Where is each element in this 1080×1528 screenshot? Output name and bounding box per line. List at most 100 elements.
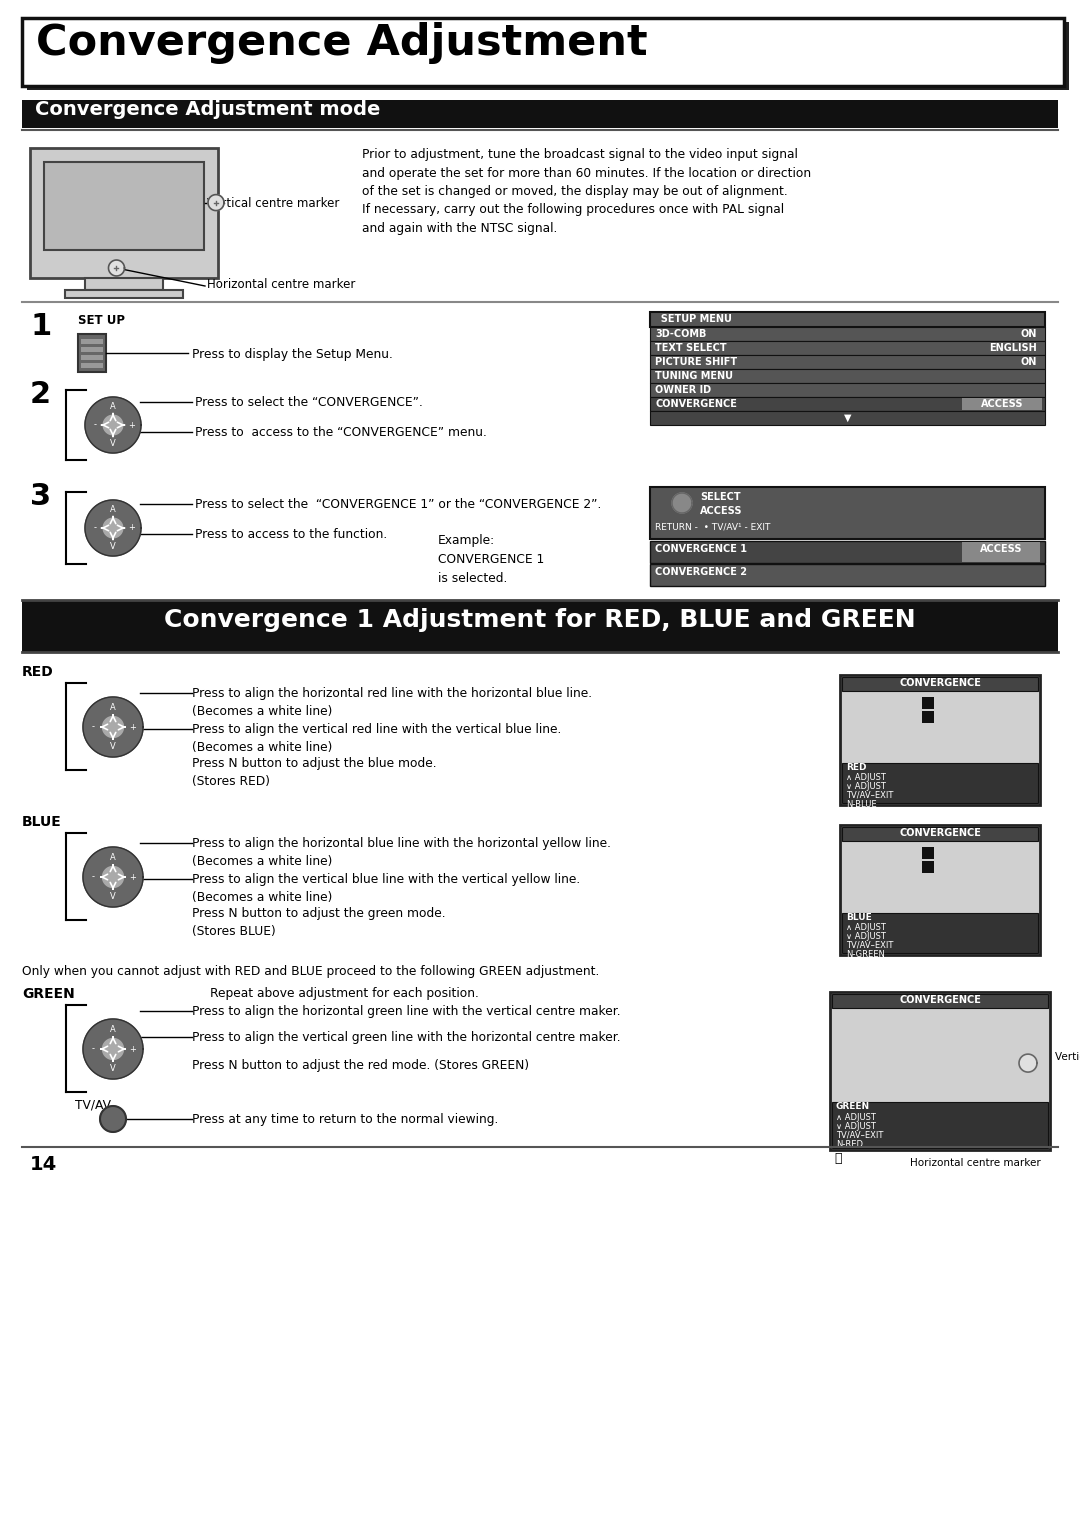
Text: GREEN: GREEN (836, 1102, 870, 1111)
Text: RED: RED (22, 665, 54, 678)
Text: ▼: ▼ (843, 413, 851, 423)
Text: A: A (110, 1025, 116, 1034)
Text: ∨ ADJUST: ∨ ADJUST (846, 932, 886, 941)
Text: Horizontal centre marker: Horizontal centre marker (910, 1158, 1041, 1167)
Text: ∧ ADJUST: ∧ ADJUST (836, 1112, 876, 1122)
Polygon shape (85, 500, 141, 556)
Bar (27, 21, 1069, 90)
Bar (22, 18, 1064, 86)
Text: Press to align the horizontal green line with the vertical centre maker.: Press to align the horizontal green line… (192, 1005, 621, 1018)
Text: Horizontal centre marker: Horizontal centre marker (207, 278, 355, 290)
Text: Press to  access to the “CONVERGENCE” menu.: Press to access to the “CONVERGENCE” men… (195, 426, 487, 439)
Bar (81, 339, 103, 344)
Text: ∧ ADJUST: ∧ ADJUST (846, 923, 886, 932)
Text: +: + (127, 420, 135, 429)
Text: Press to access to the function.: Press to access to the function. (195, 529, 388, 541)
Polygon shape (672, 494, 692, 513)
Polygon shape (103, 1039, 123, 1059)
Text: N-GREEN: N-GREEN (846, 950, 885, 960)
Text: Press to select the  “CONVERGENCE 1” or the “CONVERGENCE 2”.: Press to select the “CONVERGENCE 1” or t… (195, 498, 602, 510)
Bar (840, 675, 1040, 805)
Text: -: - (92, 1045, 95, 1053)
Text: CONVERGENCE: CONVERGENCE (654, 399, 737, 410)
Bar (922, 697, 934, 709)
Bar (962, 397, 1042, 410)
Bar (650, 327, 1045, 341)
Text: TV/AV–EXIT: TV/AV–EXIT (846, 792, 893, 801)
Polygon shape (108, 260, 124, 277)
Text: Press to align the vertical red line with the vertical blue line.
(Becomes a whi: Press to align the vertical red line wit… (192, 723, 562, 753)
Text: ⓘ: ⓘ (834, 1152, 841, 1164)
Text: RETURN -  • TV/AV¹ - EXIT: RETURN - • TV/AV¹ - EXIT (654, 523, 770, 532)
Text: Press to select the “CONVERGENCE”.: Press to select the “CONVERGENCE”. (195, 396, 423, 410)
Bar (22, 99, 1058, 128)
Bar (78, 335, 106, 371)
Text: V: V (110, 1063, 116, 1073)
Bar (81, 347, 103, 351)
Text: +: + (130, 872, 136, 882)
Bar (650, 368, 1045, 384)
Bar (650, 354, 1045, 368)
Text: 3D-COMB: 3D-COMB (654, 329, 706, 339)
Bar (650, 397, 1045, 411)
Text: Convergence Adjustment: Convergence Adjustment (36, 21, 648, 64)
Text: Press to align the horizontal blue line with the horizontal yellow line.
(Become: Press to align the horizontal blue line … (192, 837, 611, 868)
Polygon shape (208, 194, 224, 211)
Text: Convergence Adjustment mode: Convergence Adjustment mode (35, 99, 380, 119)
Text: 3: 3 (30, 481, 51, 510)
Text: ACCESS: ACCESS (981, 399, 1023, 410)
Text: ∧ ADJUST: ∧ ADJUST (846, 773, 886, 782)
Bar (30, 148, 218, 278)
Text: ACCESS: ACCESS (980, 544, 1023, 555)
Text: Press N button to adjust the blue mode.
(Stores RED): Press N button to adjust the blue mode. … (192, 756, 436, 788)
Text: A: A (110, 853, 116, 862)
Polygon shape (103, 717, 123, 738)
Text: A: A (110, 703, 116, 712)
Bar (922, 860, 934, 872)
Text: Vertical centre marker: Vertical centre marker (207, 197, 339, 209)
Bar (962, 542, 1040, 562)
Text: 1: 1 (30, 312, 51, 341)
Text: PICTURE SHIFT: PICTURE SHIFT (654, 358, 738, 367)
Bar (832, 995, 1048, 1008)
Bar (85, 278, 163, 290)
Polygon shape (100, 1106, 126, 1132)
Text: ENGLISH: ENGLISH (989, 342, 1037, 353)
Text: TV/AV: TV/AV (75, 1099, 111, 1112)
Text: TV/AV–EXIT: TV/AV–EXIT (836, 1131, 883, 1140)
Bar (44, 162, 204, 251)
Bar (81, 354, 103, 361)
Text: +: + (130, 723, 136, 732)
Polygon shape (83, 697, 143, 756)
Text: +: + (130, 1045, 136, 1053)
Text: Press to align the horizontal red line with the horizontal blue line.
(Becomes a: Press to align the horizontal red line w… (192, 688, 592, 718)
Bar (650, 341, 1045, 354)
Text: Vertical centre marker: Vertical centre marker (1055, 1053, 1080, 1062)
Text: A: A (110, 506, 116, 515)
Text: Example:
CONVERGENCE 1
is selected.: Example: CONVERGENCE 1 is selected. (438, 533, 544, 585)
Polygon shape (83, 1019, 143, 1079)
Bar (65, 290, 183, 298)
Text: Convergence 1 Adjustment for RED, BLUE and GREEN: Convergence 1 Adjustment for RED, BLUE a… (164, 608, 916, 633)
Text: V: V (110, 439, 116, 448)
Polygon shape (104, 416, 123, 435)
Text: Press to align the vertical blue line with the vertical yellow line.
(Becomes a : Press to align the vertical blue line wi… (192, 872, 580, 905)
Text: -: - (93, 524, 96, 532)
Text: GREEN: GREEN (22, 987, 75, 1001)
Text: ∨ ADJUST: ∨ ADJUST (846, 782, 886, 792)
Bar (650, 487, 1045, 539)
Polygon shape (104, 518, 123, 538)
Bar (842, 762, 1038, 804)
Text: -: - (93, 420, 96, 429)
Text: -: - (92, 723, 95, 732)
Text: Press to align the vertical green line with the horizontal centre maker.: Press to align the vertical green line w… (192, 1031, 621, 1044)
Text: SETUP MENU: SETUP MENU (654, 313, 732, 324)
Text: V: V (110, 892, 116, 902)
Text: TEXT SELECT: TEXT SELECT (654, 342, 727, 353)
Bar (842, 827, 1038, 840)
Bar (650, 312, 1045, 327)
Text: OWNER ID: OWNER ID (654, 385, 711, 396)
Bar (650, 564, 1045, 587)
Bar (831, 992, 1050, 1151)
Bar (22, 601, 1058, 652)
